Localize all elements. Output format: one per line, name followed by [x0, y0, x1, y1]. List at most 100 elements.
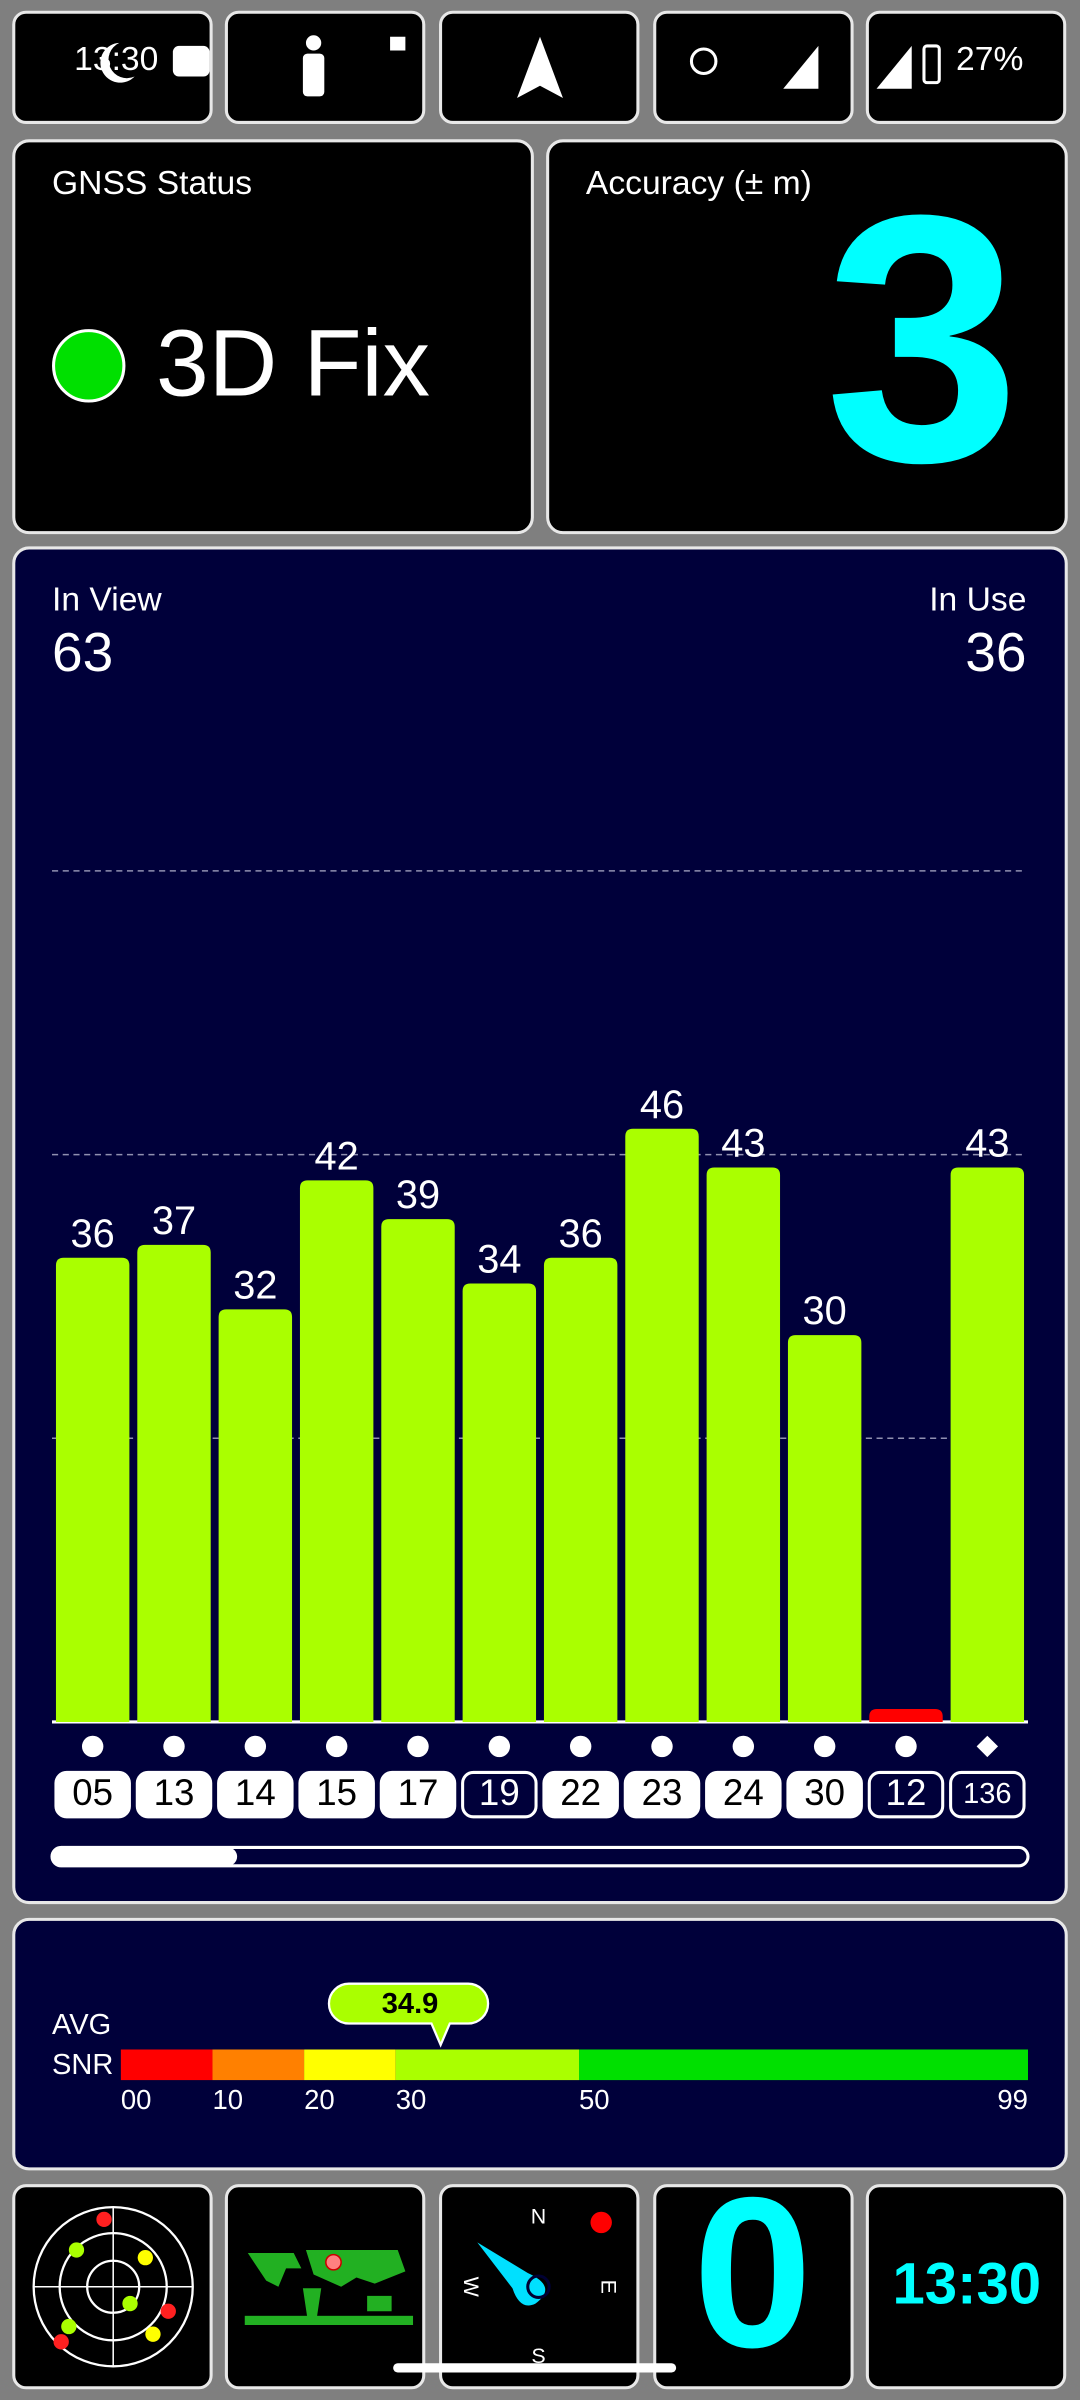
compass-north: N	[531, 2205, 546, 2229]
snr-tick-label: 10	[212, 2084, 243, 2115]
radar-dot	[160, 2303, 176, 2319]
prn-label: 15	[316, 1772, 357, 1813]
accuracy-tile	[546, 139, 1068, 535]
prn-label: 30	[804, 1772, 845, 1813]
clock-tile[interactable]	[865, 2184, 1067, 2390]
bar	[625, 1128, 699, 1722]
in-view-label: In View	[52, 581, 162, 618]
constellation-marker	[813, 1735, 836, 1758]
prn-badge	[461, 1770, 538, 1819]
snr-tick-label: 20	[304, 2084, 335, 2115]
snr-segment	[304, 2049, 396, 2081]
prn-label: 17	[398, 1772, 439, 1813]
prn-badge	[542, 1770, 619, 1819]
world-map	[247, 2250, 406, 2319]
radar-dot	[145, 2326, 161, 2342]
prn-label: 05	[72, 1772, 113, 1813]
value-label: 36	[71, 1212, 115, 1256]
status-tile	[653, 10, 854, 124]
compass-south: S	[531, 2344, 545, 2368]
constellation-marker	[569, 1735, 592, 1758]
value-label: 32	[233, 1263, 277, 1307]
snr-average-marker	[327, 1982, 490, 2048]
person-icon	[305, 35, 322, 51]
bar	[787, 1335, 862, 1722]
snr-tick-label: 00	[121, 2084, 152, 2115]
bar	[869, 1709, 943, 1722]
dnd-icon	[100, 42, 135, 83]
snr-average-value: 34.9	[382, 1988, 439, 2020]
bar	[462, 1283, 537, 1722]
status-tile	[865, 10, 1067, 124]
value-label: 37	[152, 1199, 196, 1243]
snr-segment	[395, 2049, 580, 2081]
snr-tick-label: 99	[997, 2084, 1028, 2115]
prn-label: 19	[479, 1772, 520, 1813]
bar	[299, 1180, 374, 1722]
prn-badge	[54, 1770, 131, 1819]
value-label: 30	[803, 1289, 847, 1333]
bar	[218, 1309, 293, 1722]
prn-badge	[298, 1770, 375, 1819]
snr-tick-label: 30	[396, 2084, 427, 2115]
constellation-marker	[407, 1735, 429, 1758]
lock-icon	[390, 36, 406, 51]
value-label: 43	[965, 1122, 1009, 1166]
constellation-marker	[163, 1735, 185, 1758]
status-row: 13:30 27%	[12, 10, 1067, 124]
bar	[137, 1244, 211, 1722]
signal-icon	[783, 45, 819, 89]
radar-dot	[137, 2250, 153, 2266]
gnss-status-label: GNSS Status	[52, 165, 252, 202]
prn-badge	[623, 1770, 701, 1819]
map-tile[interactable]	[224, 2184, 426, 2390]
snr-segment	[212, 2049, 305, 2081]
location-pin	[325, 2253, 342, 2271]
radar-dot	[68, 2242, 85, 2258]
bar	[543, 1257, 618, 1722]
value-label: 34	[477, 1238, 521, 1282]
accuracy-value: 3	[825, 141, 1021, 535]
battery-level: 27%	[956, 41, 1023, 78]
clock-value: 13:30	[892, 2252, 1041, 2317]
snr-label: SNR	[52, 2049, 113, 2081]
gnss-status-value: 3D Fix	[156, 310, 430, 416]
prn-badge	[867, 1770, 945, 1819]
compass-center	[526, 2274, 551, 2299]
fix-indicator	[52, 329, 126, 403]
speed-tile[interactable]	[653, 2184, 854, 2390]
status-time: 13:30	[74, 41, 158, 78]
compass-east: E	[597, 2280, 621, 2294]
accuracy-label: Accuracy (± m)	[586, 165, 812, 202]
prn-badge	[217, 1770, 294, 1819]
compass-west: W	[459, 2277, 483, 2298]
bar	[950, 1167, 1025, 1722]
constellation-marker	[488, 1735, 511, 1758]
battery-icon	[922, 44, 941, 85]
snr-scale: 00 10 20 30 50 99 34.9	[120, 1982, 1028, 2115]
dnd-icon	[689, 47, 718, 75]
scrollbar-thumb[interactable]	[52, 1847, 238, 1866]
prn-badge	[949, 1770, 1026, 1819]
bottom-row: N E S W 0 13:30	[12, 2153, 1067, 2392]
in-use-value: 36	[965, 621, 1026, 683]
radar-dot	[96, 2211, 112, 2228]
prn-label: 22	[560, 1772, 601, 1813]
home-indicator[interactable]	[393, 2363, 677, 2373]
snr-segment	[120, 2049, 213, 2081]
prn-label: 24	[723, 1772, 764, 1813]
value-label: 43	[721, 1122, 765, 1166]
snr-label: AVG	[52, 2009, 111, 2041]
constellation-marker	[244, 1735, 267, 1758]
in-use-label: In Use	[929, 581, 1026, 618]
value-label: 46	[640, 1083, 684, 1127]
status-tile	[224, 10, 426, 124]
radar-dot	[61, 2318, 77, 2335]
bar	[706, 1167, 781, 1722]
prn-badge	[786, 1770, 863, 1819]
compass-marker	[590, 2211, 612, 2234]
constellation-marker	[895, 1735, 917, 1758]
prn-badge	[135, 1770, 213, 1819]
bar	[55, 1257, 130, 1722]
